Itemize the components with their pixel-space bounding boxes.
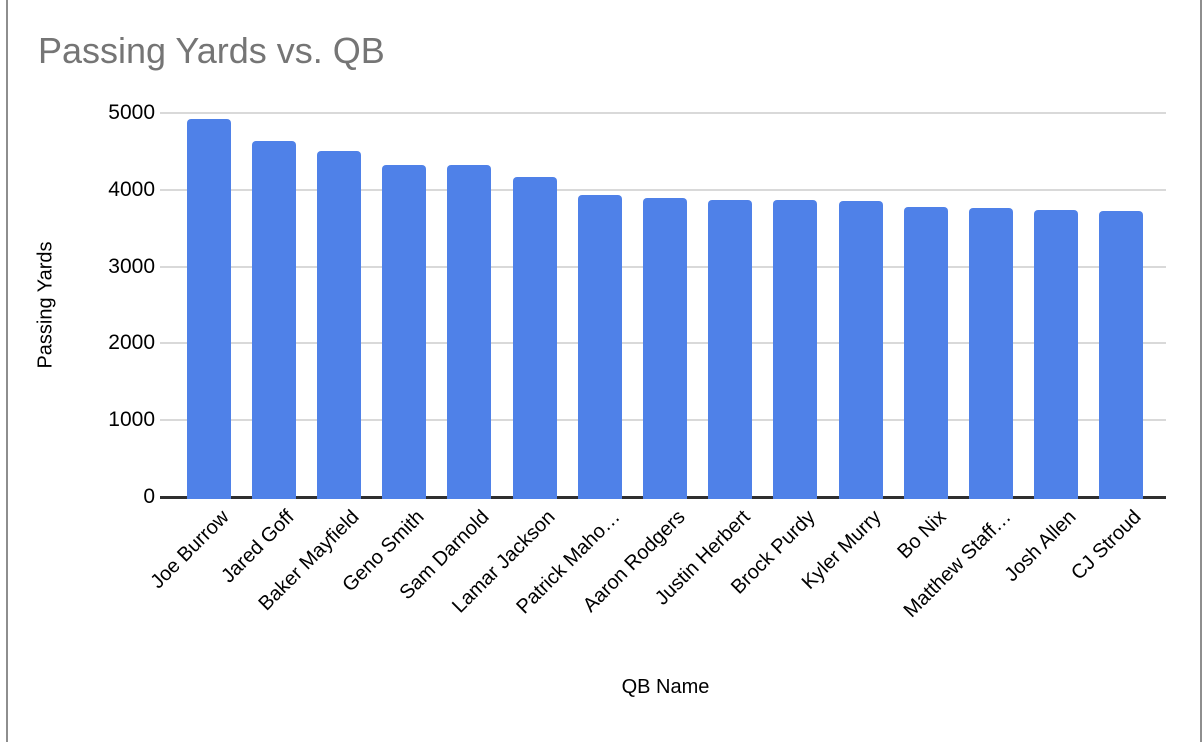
bar[interactable] [186, 119, 231, 499]
x-axis-title: QB Name [621, 676, 710, 698]
left-window-border [6, 0, 8, 742]
y-tick-label: 0 [143, 485, 155, 508]
bar[interactable] [577, 195, 622, 499]
bar[interactable] [643, 197, 687, 499]
y-tick-label: 3000 [108, 254, 155, 278]
bar[interactable] [773, 200, 818, 499]
bar[interactable] [969, 208, 1013, 499]
bar[interactable] [447, 165, 492, 499]
y-gridline [160, 112, 1166, 114]
y-tick-label: 5000 [108, 101, 155, 124]
bar[interactable] [251, 141, 296, 499]
bar[interactable] [708, 199, 753, 499]
bar[interactable] [903, 207, 948, 499]
y-tick-label: 4000 [108, 177, 155, 201]
y-gridline [160, 188, 1166, 191]
bar[interactable] [838, 201, 883, 499]
bar[interactable] [1099, 210, 1144, 499]
bar[interactable] [512, 176, 557, 499]
bar[interactable] [382, 165, 427, 499]
y-axis-title: Passing Yards [34, 241, 57, 369]
bar[interactable] [1034, 210, 1079, 499]
chart-title: Passing Yards vs. QB [38, 30, 385, 71]
y-tick-label: 2000 [108, 331, 155, 355]
right-window-border [1200, 0, 1202, 742]
y-tick-label: 1000 [108, 408, 155, 432]
bar[interactable] [317, 151, 361, 499]
